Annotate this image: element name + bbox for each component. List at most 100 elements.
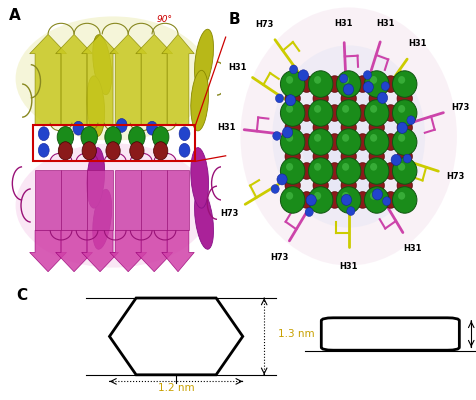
Text: H31: H31 (334, 19, 353, 28)
Text: A: A (9, 8, 21, 23)
Text: 90°: 90° (156, 15, 172, 24)
Polygon shape (82, 34, 119, 126)
Circle shape (365, 187, 389, 213)
Circle shape (308, 158, 333, 184)
Polygon shape (109, 298, 243, 375)
Ellipse shape (195, 29, 214, 89)
Circle shape (273, 132, 281, 140)
Circle shape (342, 163, 349, 171)
Circle shape (397, 122, 407, 133)
Ellipse shape (191, 70, 208, 131)
Circle shape (342, 192, 349, 200)
Ellipse shape (300, 79, 397, 194)
Circle shape (355, 76, 370, 92)
Polygon shape (56, 230, 92, 272)
Circle shape (393, 187, 417, 213)
Circle shape (398, 192, 405, 200)
Polygon shape (136, 34, 173, 126)
Circle shape (337, 187, 361, 213)
Circle shape (341, 119, 357, 136)
Polygon shape (30, 34, 67, 126)
Circle shape (365, 71, 389, 97)
Circle shape (397, 119, 412, 136)
Text: H73: H73 (446, 172, 465, 181)
Circle shape (393, 100, 417, 126)
Circle shape (381, 82, 389, 90)
Circle shape (369, 90, 384, 107)
Circle shape (39, 143, 49, 157)
Circle shape (314, 105, 321, 113)
Circle shape (355, 163, 370, 179)
Ellipse shape (240, 8, 457, 266)
Circle shape (342, 76, 349, 84)
Ellipse shape (272, 46, 425, 228)
Text: H31: H31 (377, 19, 395, 28)
Bar (61, 170, 87, 230)
Circle shape (116, 118, 127, 132)
Circle shape (73, 121, 84, 135)
Ellipse shape (93, 189, 112, 249)
Circle shape (363, 71, 372, 80)
Circle shape (398, 134, 405, 142)
Circle shape (369, 148, 384, 165)
Circle shape (82, 142, 96, 160)
Circle shape (355, 134, 370, 150)
Polygon shape (162, 34, 194, 126)
Circle shape (154, 142, 168, 160)
Circle shape (286, 134, 293, 142)
Circle shape (179, 127, 190, 141)
Circle shape (299, 105, 314, 121)
Circle shape (313, 148, 328, 165)
Circle shape (313, 119, 328, 136)
Text: H73: H73 (255, 20, 273, 29)
Circle shape (365, 129, 389, 155)
Circle shape (393, 71, 417, 97)
Text: 1.2 nm: 1.2 nm (158, 383, 194, 393)
Circle shape (286, 95, 296, 106)
Circle shape (363, 82, 373, 93)
Circle shape (280, 71, 305, 97)
Circle shape (407, 116, 415, 125)
Circle shape (305, 208, 313, 216)
Circle shape (276, 94, 284, 103)
Circle shape (314, 76, 321, 84)
Circle shape (308, 187, 333, 213)
Circle shape (370, 192, 377, 200)
Circle shape (397, 90, 412, 107)
Circle shape (308, 100, 333, 126)
Circle shape (129, 126, 145, 148)
Circle shape (286, 163, 293, 171)
Circle shape (285, 177, 300, 194)
Circle shape (280, 158, 305, 184)
Circle shape (342, 134, 349, 142)
Circle shape (39, 127, 49, 141)
Circle shape (282, 127, 293, 138)
Circle shape (341, 148, 357, 165)
Circle shape (271, 184, 279, 193)
Circle shape (341, 177, 357, 194)
Ellipse shape (87, 76, 105, 136)
Circle shape (313, 90, 328, 107)
Circle shape (393, 158, 417, 184)
Circle shape (286, 192, 293, 200)
Circle shape (285, 119, 300, 136)
Circle shape (397, 177, 412, 194)
Circle shape (105, 126, 121, 148)
Polygon shape (56, 34, 92, 126)
Circle shape (58, 142, 72, 160)
Circle shape (314, 134, 321, 142)
Circle shape (370, 76, 377, 84)
Text: H31: H31 (339, 262, 358, 271)
Circle shape (280, 187, 305, 213)
Polygon shape (162, 230, 194, 272)
Ellipse shape (87, 148, 105, 208)
Circle shape (337, 71, 361, 97)
Circle shape (337, 100, 361, 126)
Circle shape (398, 76, 405, 84)
Polygon shape (110, 34, 147, 126)
Circle shape (298, 70, 308, 81)
Circle shape (337, 129, 361, 155)
Circle shape (383, 197, 391, 206)
Text: 1.3 nm: 1.3 nm (278, 329, 315, 339)
Bar (115, 170, 141, 230)
